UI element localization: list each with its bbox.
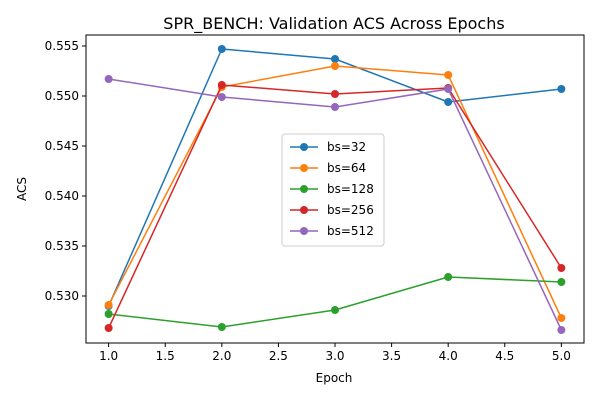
x-tick-label: 5.0 <box>552 349 571 363</box>
y-axis-label: ACS <box>15 177 29 201</box>
y-tick-label: 0.530 <box>45 289 79 303</box>
legend-item: bs=512 <box>290 224 374 238</box>
series-bs-128 <box>104 273 566 331</box>
x-tick-label: 1.5 <box>156 349 175 363</box>
legend-label: bs=512 <box>327 224 374 238</box>
y-tick-label: 0.550 <box>45 89 79 103</box>
x-axis: 1.0 1.5 2.0 2.5 3.0 3.5 4.0 4.5 5.0 <box>99 343 571 363</box>
legend-item: bs=32 <box>290 140 366 154</box>
y-tick-label: 0.540 <box>45 189 79 203</box>
legend-item: bs=64 <box>290 161 366 175</box>
series-line <box>108 276 562 328</box>
data-point <box>331 90 339 98</box>
series-bs-256 <box>104 81 566 332</box>
y-tick-label: 0.535 <box>45 239 79 253</box>
legend-label: bs=32 <box>327 140 366 154</box>
legend-swatch-marker <box>300 185 308 193</box>
series-bs-512 <box>104 75 566 334</box>
legend-item: bs=128 <box>290 182 374 196</box>
data-point <box>217 45 226 53</box>
data-point <box>557 85 566 93</box>
legend-swatch-marker <box>300 206 308 214</box>
legend-label: bs=256 <box>327 203 374 217</box>
y-tick-label: 0.545 <box>45 139 79 153</box>
y-axis: 0.530 0.535 0.540 0.545 0.550 0.555 <box>45 39 86 303</box>
data-point <box>104 75 113 83</box>
legend-swatch-marker <box>300 164 308 172</box>
data-point <box>104 310 113 318</box>
x-tick-label: 4.0 <box>439 349 458 363</box>
data-point <box>444 98 453 106</box>
data-point <box>557 326 566 334</box>
legend-box <box>281 133 385 247</box>
data-point <box>331 103 339 111</box>
data-point <box>104 301 113 309</box>
data-point <box>444 85 453 93</box>
data-point <box>557 314 566 322</box>
data-point <box>331 55 339 63</box>
y-tick-label: 0.555 <box>45 39 79 53</box>
x-tick-label: 2.0 <box>212 349 231 363</box>
x-tick-label: 4.5 <box>495 349 514 363</box>
data-point <box>217 93 226 101</box>
data-point <box>557 264 566 272</box>
legend-item: bs=256 <box>290 203 374 217</box>
legend-label: bs=64 <box>327 161 366 175</box>
data-point <box>217 81 226 89</box>
data-point <box>331 62 339 70</box>
x-axis-label: Epoch <box>316 371 353 385</box>
x-tick-label: 3.5 <box>382 349 401 363</box>
data-point <box>217 323 226 331</box>
data-point <box>444 71 453 79</box>
legend-label: bs=128 <box>327 182 374 196</box>
data-point <box>557 278 566 286</box>
data-point <box>331 306 339 314</box>
legend-swatch-marker <box>300 143 308 151</box>
data-point <box>444 273 453 281</box>
data-point <box>104 324 113 332</box>
legend: bs=32 bs=64 bs=128 bs=256 bs=512 <box>281 133 385 247</box>
chart-title: SPR_BENCH: Validation ACS Across Epochs <box>163 14 504 34</box>
x-tick-label: 3.0 <box>325 349 344 363</box>
legend-swatch-marker <box>300 227 308 235</box>
plot-area <box>104 45 566 334</box>
x-tick-label: 2.5 <box>269 349 288 363</box>
x-tick-label: 1.0 <box>99 349 118 363</box>
